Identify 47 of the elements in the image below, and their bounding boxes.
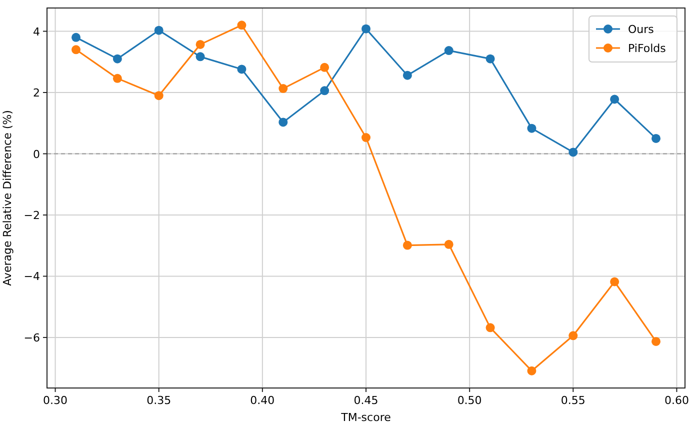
x-tick-label: 0.45: [354, 394, 378, 407]
point: [527, 124, 536, 133]
x-tick-label: 0.35: [146, 394, 172, 407]
point: [112, 74, 122, 83]
point: [237, 64, 246, 74]
x-axis-title: TM-score: [340, 411, 392, 424]
point: [444, 46, 454, 56]
x-tick-label: 0.40: [250, 394, 275, 407]
y-tick-label: 4: [33, 25, 40, 38]
point: [444, 240, 454, 249]
y-tick-label: −2: [24, 208, 40, 222]
point: [112, 54, 122, 64]
y-tick-label: 2: [33, 86, 40, 100]
point: [278, 84, 288, 94]
point: [320, 62, 330, 72]
x-tick-label: 0.30: [43, 394, 68, 407]
legend-label: PiFolds: [628, 42, 666, 55]
point: [402, 240, 412, 250]
point: [527, 366, 536, 376]
point: [278, 118, 288, 127]
point: [362, 24, 370, 34]
point: [237, 20, 246, 30]
point: [652, 336, 660, 346]
legend-label: Ours: [628, 23, 654, 36]
point: [568, 331, 578, 340]
x-tick-label: 0.50: [457, 394, 482, 407]
point: [610, 94, 620, 104]
point: [154, 91, 164, 100]
point: [568, 148, 578, 157]
point: [72, 32, 80, 42]
point: [196, 52, 205, 62]
y-tick-label: −4: [24, 270, 40, 284]
point: [652, 134, 660, 143]
point: [486, 323, 495, 332]
point: [610, 277, 620, 286]
y-axis-title: Average Relative Difference (%): [1, 110, 14, 286]
y-tick-label: −6: [24, 331, 40, 344]
point: [72, 45, 80, 54]
point: [486, 54, 495, 64]
point: [402, 70, 412, 80]
x-tick-label: 0.55: [560, 394, 586, 407]
y-tick-label: 0: [33, 148, 40, 161]
x-tick-label: 0.60: [664, 394, 689, 407]
point: [320, 86, 330, 96]
point: [154, 26, 164, 35]
point: [362, 133, 370, 142]
point: [196, 40, 205, 49]
